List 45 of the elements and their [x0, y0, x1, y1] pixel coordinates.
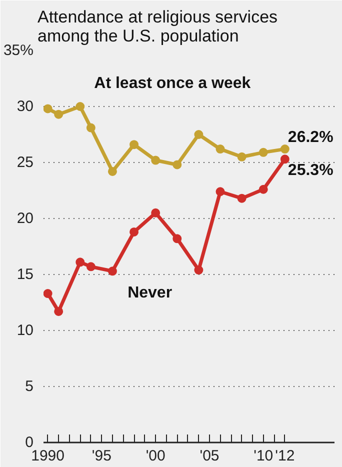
point — [76, 258, 85, 267]
point — [237, 194, 246, 203]
point — [151, 156, 160, 165]
x-tick-label: 1990 — [31, 448, 64, 464]
point — [76, 102, 85, 111]
x-tick-label: '00 — [146, 448, 166, 464]
point — [54, 306, 64, 316]
x-tick-label: '95 — [92, 448, 112, 464]
y-tick-label: 35% — [3, 42, 34, 59]
point — [216, 144, 225, 154]
point — [130, 227, 139, 236]
point — [194, 266, 204, 275]
point — [258, 184, 268, 194]
point — [86, 123, 96, 132]
data-label: 26.2% — [288, 129, 334, 146]
data-label: 25.3% — [288, 162, 334, 180]
x-tick-label: '10 — [254, 448, 274, 464]
y-tick-label: 15 — [16, 266, 34, 283]
point — [216, 187, 225, 196]
series-label: At least once a week — [94, 74, 251, 92]
point — [280, 154, 290, 164]
point — [44, 289, 52, 298]
point — [54, 110, 64, 119]
y-tick-label: 5 — [25, 378, 34, 395]
point — [172, 234, 182, 244]
point — [108, 166, 117, 176]
point — [280, 144, 290, 154]
point — [237, 152, 246, 162]
point — [130, 140, 139, 150]
point — [86, 262, 96, 272]
y-tick-label: 20 — [16, 210, 34, 227]
y-tick-label: 10 — [16, 322, 34, 339]
point — [194, 130, 204, 139]
point — [151, 208, 160, 218]
x-tick-label: '05 — [200, 448, 220, 464]
point — [258, 148, 268, 157]
point — [44, 104, 52, 114]
y-tick-label: 0 — [25, 434, 34, 451]
y-tick-label: 30 — [16, 98, 34, 115]
chart-title: Attendance at religious services among the U.S. population — [38, 8, 278, 46]
y-tick-label: 25 — [16, 154, 34, 171]
x-tick-label: '12 — [275, 448, 295, 464]
series-label: Never — [128, 284, 172, 302]
point — [172, 160, 182, 170]
point — [108, 266, 117, 276]
